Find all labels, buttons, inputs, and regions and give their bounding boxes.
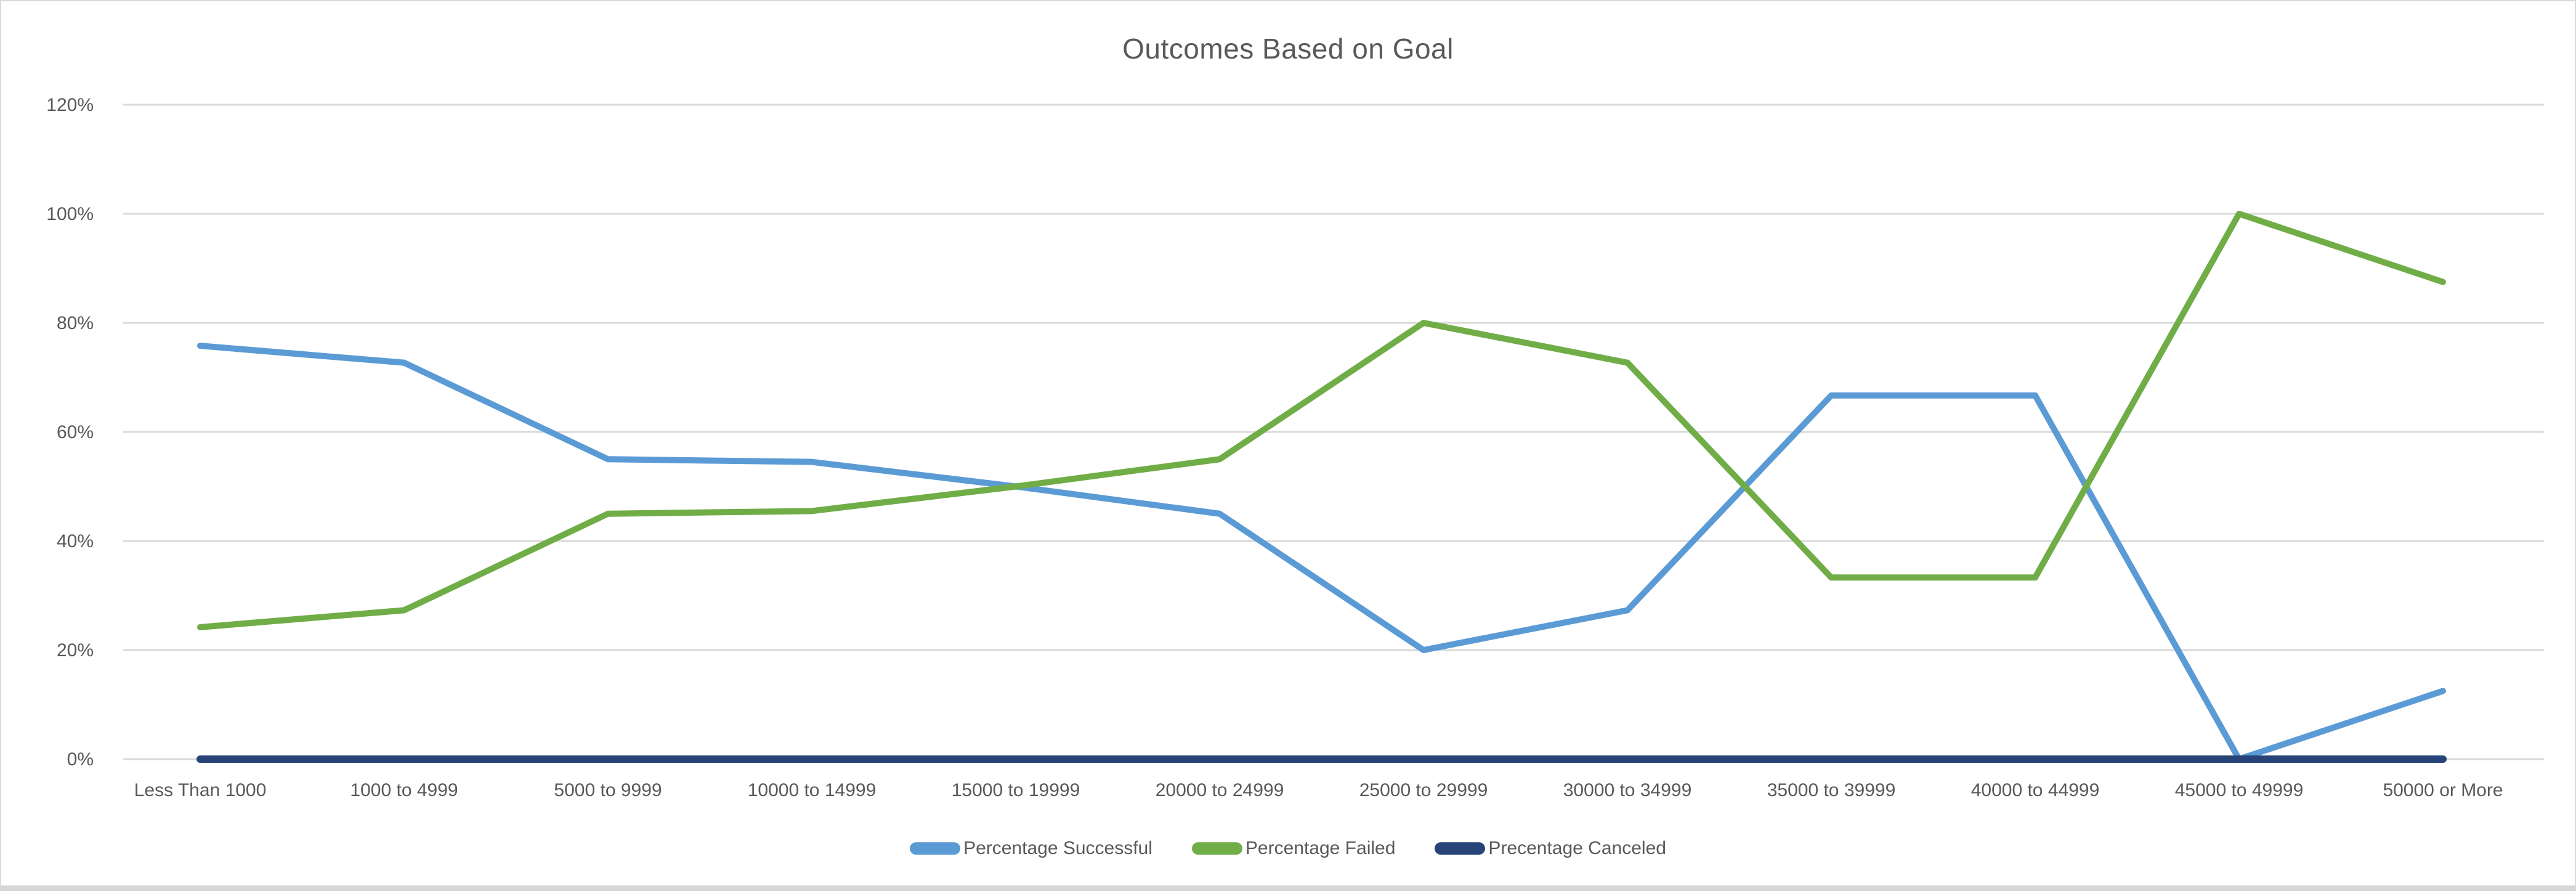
legend-item-failed[interactable]: Percentage Failed: [1191, 838, 1396, 859]
y-axis-tick-label: 40%: [57, 531, 94, 551]
x-axis-category-label: 45000 to 49999: [2175, 780, 2304, 800]
x-axis-category-label: 25000 to 29999: [1359, 780, 1488, 800]
legend-item-canceled[interactable]: Precentage Canceled: [1435, 838, 1666, 859]
x-axis-category-label: 50000 or More: [2383, 780, 2503, 800]
x-axis-category-label: 30000 to 34999: [1563, 780, 1692, 800]
x-axis-category-label: 35000 to 39999: [1767, 780, 1896, 800]
legend-label-failed: Percentage Failed: [1245, 838, 1396, 858]
bottom-edge-strip: [0, 885, 2576, 891]
series-line-1[interactable]: [197, 343, 2446, 762]
legend-swatch-successful-icon: [910, 842, 961, 855]
x-axis-category-label: Less Than 1000: [134, 780, 267, 800]
legend-label-successful: Percentage Successful: [963, 838, 1152, 858]
series-line-2[interactable]: [197, 211, 2446, 630]
y-axis-tick-label: 0%: [67, 749, 94, 770]
x-axis-category-label: 20000 to 24999: [1156, 780, 1284, 800]
x-axis-category-label: 40000 to 44999: [1971, 780, 2100, 800]
legend-label-canceled: Precentage Canceled: [1488, 838, 1666, 858]
legend-swatch-canceled-icon: [1435, 842, 1486, 855]
y-axis-tick-label: 80%: [57, 313, 94, 333]
x-axis-category-label: 5000 to 9999: [554, 780, 662, 800]
y-axis-tick-label: 60%: [57, 422, 94, 442]
chart-title: Outcomes Based on Goal: [1122, 33, 1454, 65]
chart-legend: Percentage Successful Percentage Failed …: [0, 833, 2576, 864]
y-axis-tick-label: 20%: [57, 640, 94, 661]
legend-item-successful[interactable]: Percentage Successful: [910, 838, 1152, 859]
x-axis-category-label: 15000 to 19999: [952, 780, 1080, 800]
legend-swatch-failed-icon: [1191, 842, 1242, 855]
x-axis-category-label: 10000 to 14999: [748, 780, 877, 800]
y-axis-tick-label: 100%: [46, 204, 94, 224]
y-axis-tick-label: 120%: [46, 95, 94, 115]
x-axis-category-label: 1000 to 4999: [350, 780, 458, 800]
